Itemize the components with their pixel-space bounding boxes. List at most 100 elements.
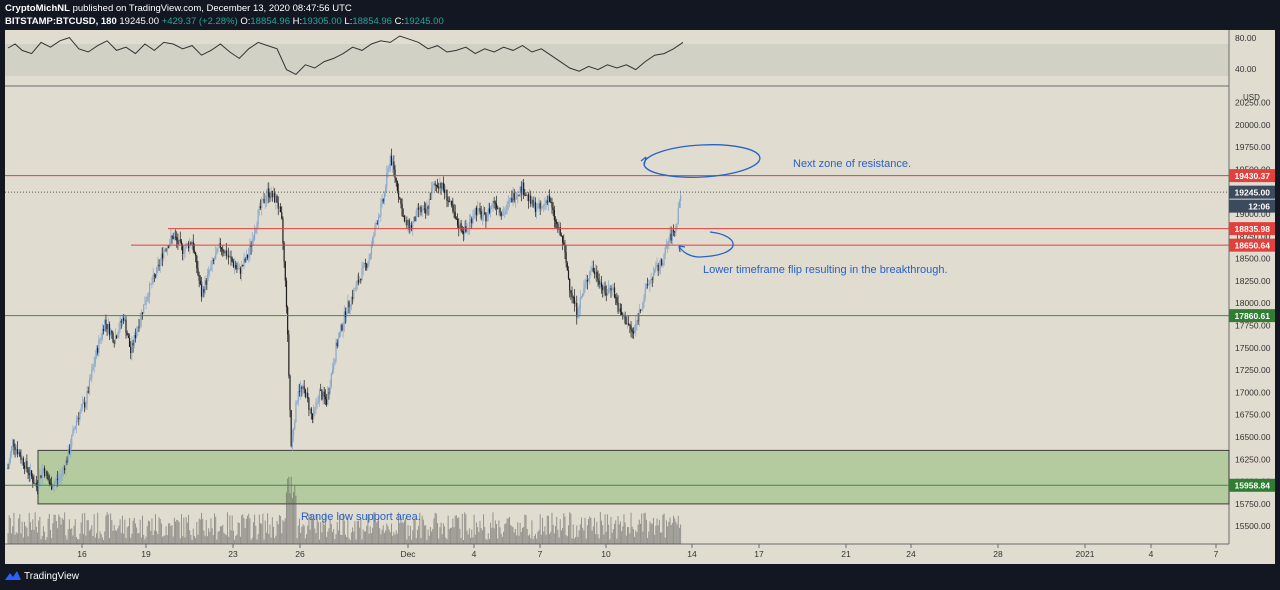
- volume-bar: [308, 513, 310, 544]
- volume-bar: [634, 536, 636, 544]
- candle-body: [592, 267, 594, 272]
- volume-bar: [492, 512, 494, 544]
- volume-bar: [379, 528, 381, 544]
- time-tick-label: 7: [1214, 549, 1219, 559]
- candle-body: [362, 264, 364, 269]
- price-change: +429.37 (+2.28%): [161, 16, 238, 27]
- volume-bar: [165, 526, 167, 544]
- price-label-tag: [1229, 169, 1275, 183]
- candle-body: [440, 182, 442, 189]
- volume-bar: [180, 514, 182, 544]
- support-zone[interactable]: [37, 449, 1230, 505]
- volume-bar: [435, 513, 437, 544]
- chart-area[interactable]: 80.00 40.00 USD 15500.0015750.0016000.00…: [0, 30, 1280, 564]
- candle-body: [643, 297, 645, 303]
- candle-body: [612, 287, 614, 290]
- volume-bar: [503, 531, 505, 544]
- candle-body: [393, 161, 395, 170]
- candle-body: [161, 253, 164, 259]
- volume-bar: [406, 539, 408, 544]
- candle-body: [655, 265, 657, 269]
- time-tick-label: 4: [1149, 549, 1154, 559]
- candle-body: [469, 219, 472, 223]
- volume-bar: [459, 528, 461, 544]
- volume-bar: [494, 520, 496, 544]
- candle-body: [275, 196, 277, 203]
- price-label-tag: [1229, 309, 1275, 323]
- volume-bar: [566, 536, 568, 544]
- candle-body: [130, 346, 132, 354]
- candle-body: [137, 326, 139, 332]
- candle-body: [572, 296, 574, 298]
- price-tick-label: 17500.00: [1235, 343, 1271, 353]
- candle-body: [19, 452, 21, 457]
- volume-bar: [374, 512, 376, 544]
- candle-body: [271, 190, 273, 198]
- candle-body: [341, 324, 343, 331]
- volume-bar: [7, 533, 9, 544]
- candle-body: [111, 330, 113, 334]
- tradingview-brand[interactable]: TradingView: [24, 571, 80, 582]
- volume-bar: [622, 526, 624, 544]
- candle-body: [434, 183, 436, 186]
- volume-bar: [189, 530, 191, 544]
- volume-bar: [409, 525, 411, 544]
- volume-bar: [182, 536, 184, 544]
- volume-bar: [84, 512, 86, 544]
- volume-bar: [408, 535, 410, 544]
- volume-bar: [74, 519, 76, 544]
- candle-body: [45, 471, 47, 476]
- volume-bar: [52, 523, 54, 544]
- candle-body: [177, 240, 179, 245]
- tradingview-logo-icon[interactable]: [5, 570, 21, 582]
- volume-bar: [545, 534, 547, 544]
- volume-bar: [579, 524, 581, 544]
- candle-body: [186, 243, 188, 245]
- volume-bar: [131, 533, 133, 544]
- volume-bar: [64, 512, 66, 544]
- candle-body: [368, 259, 370, 264]
- volume-bar: [68, 519, 70, 544]
- flip-arrow-head: [678, 245, 686, 253]
- candle-body: [428, 198, 430, 209]
- volume-bar: [250, 539, 252, 544]
- candle-body: [224, 250, 226, 254]
- candle-body: [256, 224, 258, 229]
- volume-bar: [114, 530, 116, 544]
- candle-body: [663, 254, 665, 265]
- candle-body: [316, 401, 318, 403]
- volume-bar: [650, 523, 652, 544]
- candle-body: [8, 462, 10, 469]
- volume-bar: [627, 526, 628, 544]
- candle-body: [359, 278, 361, 283]
- volume-bar: [24, 521, 26, 544]
- candle-body: [184, 247, 186, 253]
- candle-body: [510, 197, 512, 200]
- candle-body: [637, 320, 639, 322]
- volume-bar: [136, 527, 138, 544]
- candle-body: [645, 284, 647, 289]
- candle-body: [326, 399, 328, 405]
- volume-bar: [678, 527, 680, 544]
- price-chart-svg[interactable]: 80.00 40.00 USD 15500.0015750.0016000.00…: [0, 30, 1280, 564]
- author-name[interactable]: CryptoMichNL: [5, 3, 70, 14]
- horizontal-levels[interactable]: [5, 175, 1229, 486]
- candle-body: [625, 323, 627, 325]
- candle-body: [170, 236, 172, 244]
- volume-bar: [601, 520, 603, 544]
- candle-body: [456, 219, 459, 226]
- volume-bar: [513, 532, 515, 544]
- volume-bar: [466, 530, 468, 544]
- candle-body: [419, 206, 421, 210]
- volume-bar: [382, 525, 384, 544]
- candle-body: [479, 208, 481, 212]
- candle-body: [68, 449, 70, 453]
- volume-bar: [75, 537, 77, 544]
- candle-body: [441, 182, 443, 189]
- time-tick-label: 17: [754, 549, 764, 559]
- candle-body: [466, 228, 468, 232]
- candle-body: [608, 288, 610, 294]
- volume-bar: [139, 519, 141, 544]
- publish-line: CryptoMichNL published on TradingView.co…: [5, 2, 1280, 15]
- candle-body: [136, 331, 138, 338]
